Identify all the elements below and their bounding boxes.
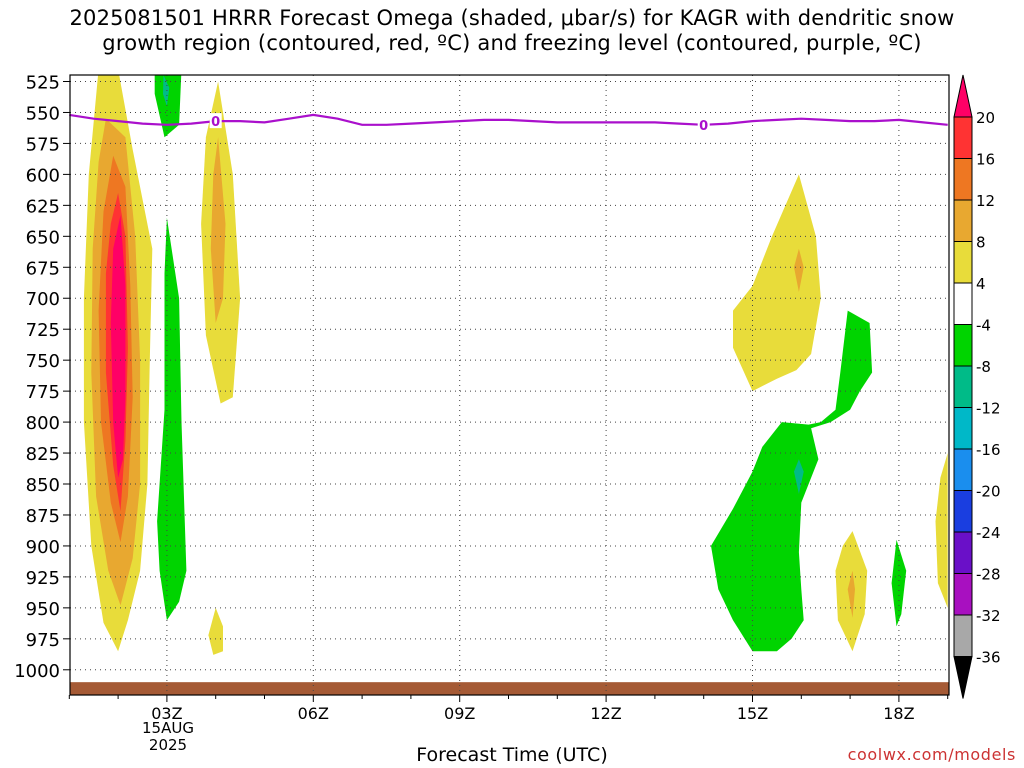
omega-region-16 xyxy=(847,570,855,618)
colorbar-box-6 xyxy=(953,324,973,367)
y-tick-label-825: 825 xyxy=(26,444,60,465)
site-credit: coolwx.com/models xyxy=(847,745,1016,764)
y-tick-label-750: 750 xyxy=(26,351,60,372)
omega-region-8 xyxy=(154,75,182,138)
omega-region-4 xyxy=(110,215,126,478)
freezing-level-label-1: 0 xyxy=(699,119,708,134)
x-tick-label-12Z: 12Z xyxy=(590,704,621,723)
y-tick-label-525: 525 xyxy=(26,73,60,94)
x-axis-title: Forecast Time (UTC) xyxy=(416,744,608,766)
colorbar-box-1 xyxy=(953,116,973,159)
omega-region-7 xyxy=(208,607,223,655)
colorbar-top-arrow xyxy=(953,74,973,118)
colorbar-label-4: 4 xyxy=(976,275,986,293)
colorbar-label-5: -4 xyxy=(976,317,991,335)
colorbar-label-6: -8 xyxy=(976,358,991,376)
terrain xyxy=(70,682,949,695)
omega-region-10 xyxy=(163,75,170,107)
freezing-level-line xyxy=(69,113,948,126)
colorbar-box-7 xyxy=(953,365,973,408)
y-tick-label-625: 625 xyxy=(26,196,60,217)
y-tick-label-550: 550 xyxy=(26,103,60,124)
y-tick-label-975: 975 xyxy=(26,630,60,651)
y-tick-label-650: 650 xyxy=(26,227,60,248)
colorbar-box-5 xyxy=(953,282,973,325)
y-tick-label-675: 675 xyxy=(26,258,60,279)
y-tick-label-925: 925 xyxy=(26,568,60,589)
x-tick-label-09Z: 09Z xyxy=(444,704,475,723)
y-tick-label-700: 700 xyxy=(26,289,60,310)
y-tick-label-575: 575 xyxy=(26,134,60,155)
colorbar-label-10: -24 xyxy=(976,524,1001,542)
y-tick-label-900: 900 xyxy=(26,537,60,558)
colorbar-box-3 xyxy=(953,199,973,242)
chart-title-line-2: growth region (contoured, red, ºC) and f… xyxy=(102,31,922,55)
colorbar-box-8 xyxy=(953,407,973,450)
colorbar-label-0: 20 xyxy=(976,109,995,127)
colorbar-box-4 xyxy=(953,241,973,284)
y-tick-label-725: 725 xyxy=(26,320,60,341)
x-tick-label-15Z: 15Z xyxy=(737,704,768,723)
omega-region-13 xyxy=(711,310,873,652)
colorbar-box-10 xyxy=(953,490,973,533)
freezing-level-label-0: 0 xyxy=(211,115,220,130)
colorbar-box-9 xyxy=(953,448,973,491)
colorbar-box-13 xyxy=(953,614,973,657)
y-tick-label-875: 875 xyxy=(26,506,60,527)
x-tick-label-06Z: 06Z xyxy=(298,704,329,723)
y-tick-label-1000: 1000 xyxy=(14,661,60,682)
chart-title: 2025081501 HRRR Forecast Omega (shaded, … xyxy=(0,6,1024,56)
y-tick-label-800: 800 xyxy=(26,413,60,434)
colorbar-label-7: -12 xyxy=(976,400,1001,418)
colorbar-box-2 xyxy=(953,158,973,201)
y-tick-label-775: 775 xyxy=(26,382,60,403)
colorbar-box-12 xyxy=(953,573,973,616)
colorbar-label-1: 16 xyxy=(976,151,995,169)
plot-border xyxy=(69,74,950,696)
date-label-year: 2025 xyxy=(148,736,188,754)
omega-region-12 xyxy=(794,248,804,292)
x-axis: 03Z 06Z 09Z 12Z 15Z 18Z xyxy=(68,695,949,723)
x-tick-label-03Z: 03Z xyxy=(151,704,182,723)
colorbar-box-11 xyxy=(953,531,973,574)
plot-frame xyxy=(69,74,950,696)
y-tick-label-950: 950 xyxy=(26,599,60,620)
colorbar-label-2: 12 xyxy=(976,192,995,210)
omega-region-11 xyxy=(733,174,821,392)
colorbar-label-3: 8 xyxy=(976,234,986,252)
colorbar-bottom-arrow xyxy=(953,656,973,699)
freezing-label-bg-1 xyxy=(697,116,710,132)
omega-shading xyxy=(83,75,948,655)
terrain-band xyxy=(70,682,949,695)
y-tick-label-850: 850 xyxy=(26,475,60,496)
colorbar-label-12: -32 xyxy=(976,607,1001,625)
omega-region-6 xyxy=(210,137,226,323)
y-tick-label-600: 600 xyxy=(26,165,60,186)
x-tick-label-18Z: 18Z xyxy=(883,704,914,723)
y-axis: 525 550 575 600 625 650 675 700 725 750 775 800 825 8… xyxy=(14,73,70,682)
omega-region-18 xyxy=(935,453,948,608)
colorbar: 20 16 12 8 4 -4 -8 -12 -16 -20 -24 -28 -32 -36 xyxy=(953,74,1001,699)
date-label: 15AUG 2025 xyxy=(130,720,206,754)
chart-title-line-1: 2025081501 HRRR Forecast Omega (shaded, … xyxy=(69,6,955,30)
colorbar-label-11: -28 xyxy=(976,566,1001,584)
date-label-day: 15AUG xyxy=(142,719,194,737)
colorbar-label-8: -16 xyxy=(976,441,1001,459)
omega-region-14 xyxy=(794,459,804,494)
freezing-label-bg-0 xyxy=(209,113,222,129)
omega-region-9 xyxy=(157,217,187,621)
omega-region-17 xyxy=(891,539,907,627)
colorbar-label-9: -20 xyxy=(976,483,1001,501)
gridlines xyxy=(70,75,949,695)
colorbar-label-13: -36 xyxy=(976,649,1001,667)
